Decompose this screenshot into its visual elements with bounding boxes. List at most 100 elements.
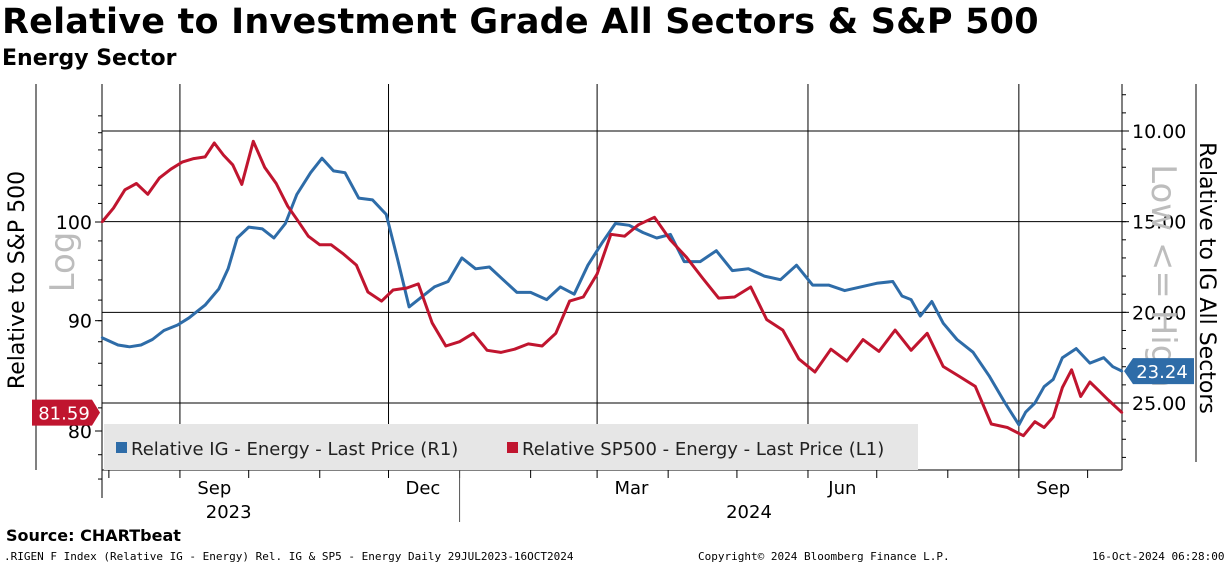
data-point-sp500 — [405, 286, 409, 290]
data-point-sp500 — [430, 321, 434, 324]
data-point-ig — [100, 336, 104, 339]
data-point-sp500 — [146, 193, 149, 196]
x-tick-label: Jun — [827, 478, 856, 499]
data-point-ig — [811, 283, 814, 287]
data-point-ig — [139, 343, 143, 347]
data-point-sp500 — [485, 349, 489, 352]
data-point-sp500 — [318, 243, 321, 246]
data-point-sp500 — [845, 359, 849, 363]
x-year-label: 2023 — [206, 502, 252, 523]
data-point-sp500 — [1070, 368, 1073, 371]
data-point-ig — [669, 233, 672, 236]
data-point-sp500 — [540, 344, 544, 348]
data-point-sp500 — [1042, 426, 1046, 429]
x-tick-label: Dec — [405, 478, 440, 499]
data-point-sp500 — [295, 218, 298, 221]
data-point-ig — [343, 171, 347, 174]
data-point-sp500 — [582, 295, 585, 299]
data-point-sp500 — [355, 263, 358, 267]
data-point-ig — [545, 298, 548, 301]
data-point-sp500 — [181, 160, 184, 164]
legend-label: Relative SP500 - Energy - Last Price (L1… — [522, 439, 884, 460]
data-point-ig — [987, 374, 991, 377]
data-point-ig — [763, 274, 766, 278]
legend-label: Relative IG - Energy - Last Price (R1) — [131, 439, 458, 460]
data-point-ig — [731, 269, 734, 272]
data-point-sp500 — [1107, 398, 1110, 402]
data-point-sp500 — [252, 140, 255, 143]
x-year-label: 2024 — [726, 502, 772, 523]
data-point-ig — [715, 249, 718, 252]
data-point-sp500 — [444, 344, 447, 348]
data-point-ig — [433, 285, 436, 289]
data-point-ig — [1052, 378, 1055, 381]
data-point-sp500 — [568, 299, 571, 303]
copyright-note: Copyright© 2024 Bloomberg Finance L.P. — [698, 550, 950, 563]
data-point-sp500 — [685, 256, 688, 259]
data-point-ig — [1042, 385, 1046, 388]
data-point-ig — [859, 285, 862, 289]
data-point-ig — [226, 267, 230, 270]
data-point-sp500 — [974, 385, 977, 388]
data-point-ig — [332, 169, 335, 173]
log-scale-label: Log — [43, 232, 83, 293]
right-tick-label: 25.00 — [1132, 393, 1186, 415]
data-point-sp500 — [513, 348, 516, 351]
data-point-ig — [1033, 401, 1037, 405]
data-point-ig — [955, 338, 959, 341]
data-point-sp500 — [1088, 380, 1092, 384]
data-point-sp500 — [1079, 395, 1082, 398]
data-point-sp500 — [417, 282, 420, 286]
data-point-sp500 — [877, 350, 881, 353]
data-point-sp500 — [1061, 386, 1064, 389]
data-point-sp500 — [275, 182, 278, 185]
data-point-sp500 — [472, 332, 475, 335]
data-point-ig — [779, 278, 782, 281]
data-point-ig — [320, 157, 324, 160]
data-point-ig — [1088, 361, 1092, 365]
data-point-sp500 — [391, 288, 395, 292]
data-point-ig — [162, 329, 166, 332]
data-point-ig — [203, 303, 207, 307]
data-point-ig — [261, 227, 264, 231]
data-point-ig — [446, 280, 450, 283]
data-point-ig — [930, 300, 933, 303]
data-point-sp500 — [1052, 415, 1055, 419]
legend: Relative IG - Energy - Last Price (R1) Re… — [104, 424, 918, 470]
data-point-ig — [1061, 356, 1064, 359]
data-point-sp500 — [366, 290, 370, 294]
data-point-sp500 — [909, 349, 913, 352]
data-point-sp500 — [380, 299, 383, 303]
data-point-ig — [614, 222, 617, 225]
data-point-ig — [919, 314, 922, 318]
right-last-value-label: 23.24 — [1136, 362, 1188, 383]
data-point-ig — [942, 322, 945, 325]
data-point-sp500 — [123, 188, 127, 191]
chart-title: Relative to Investment Grade All Sectors… — [2, 2, 1039, 42]
data-point-sp500 — [765, 318, 768, 321]
data-point-sp500 — [1033, 420, 1037, 423]
left-last-value-flag — [32, 399, 100, 426]
axis-ticks: Sep Dec Mar Jun Sep 2023 2024 100 90 80 10.00 15.00… — [56, 94, 1186, 523]
data-point-ig — [515, 291, 519, 294]
data-point-sp500 — [701, 276, 704, 280]
data-point-ig — [385, 213, 388, 216]
timestamp-note: 16-Oct-2024 06:28:00 — [1092, 550, 1224, 563]
data-point-sp500 — [307, 235, 310, 238]
data-point-sp500 — [717, 296, 720, 300]
data-point-ig — [600, 242, 603, 245]
data-point-sp500 — [733, 295, 736, 299]
data-point-ig — [1111, 365, 1115, 368]
data-point-ig — [247, 225, 250, 229]
data-point-sp500 — [861, 338, 865, 341]
series-line-sp500 — [100, 139, 1124, 438]
right-tick-label: 10.00 — [1132, 121, 1186, 143]
legend-swatch — [116, 442, 127, 453]
data-point-ig — [151, 338, 154, 341]
data-point-sp500 — [813, 370, 817, 374]
data-point-ig — [586, 264, 590, 267]
data-point-sp500 — [781, 328, 784, 332]
data-point-ig — [559, 285, 562, 289]
data-point-sp500 — [623, 235, 626, 238]
left-tick-label: 100 — [56, 212, 92, 234]
